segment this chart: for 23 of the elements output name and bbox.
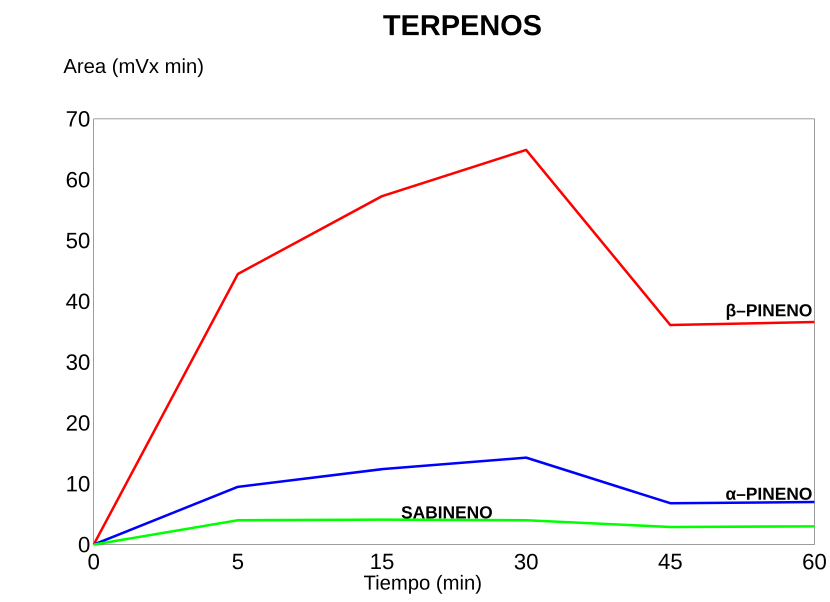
line-series: [92, 456, 816, 546]
x-tick-label: 5: [232, 554, 244, 570]
x-tick-label: 0: [88, 554, 100, 570]
line-series: [92, 518, 816, 546]
x-axis-title: Tiempo (min): [364, 575, 481, 594]
series-label: β–PINENO: [726, 304, 812, 320]
y-tick-label: 10: [67, 476, 90, 492]
chart-title: TERPENOS: [383, 15, 541, 36]
y-tick-label: 60: [66, 172, 90, 188]
x-tick-label: 45: [658, 554, 682, 570]
y-tick-label: 30: [66, 354, 90, 370]
line-series: [92, 148, 816, 546]
y-tick-label: 50: [66, 232, 90, 248]
x-tick-label: 30: [514, 554, 538, 570]
series-label: α–PINENO: [726, 488, 812, 500]
series-label: SABINENO: [402, 506, 492, 519]
y-tick-label: 40: [66, 294, 90, 310]
y-tick-label: 70: [66, 111, 90, 127]
x-tick-label: 15: [371, 554, 394, 570]
y-axis-title: Area (mVx min): [63, 58, 203, 78]
y-tick-label: 20: [66, 415, 90, 431]
y-tick-label: 0: [78, 536, 90, 553]
x-tick-label: 60: [803, 554, 826, 570]
